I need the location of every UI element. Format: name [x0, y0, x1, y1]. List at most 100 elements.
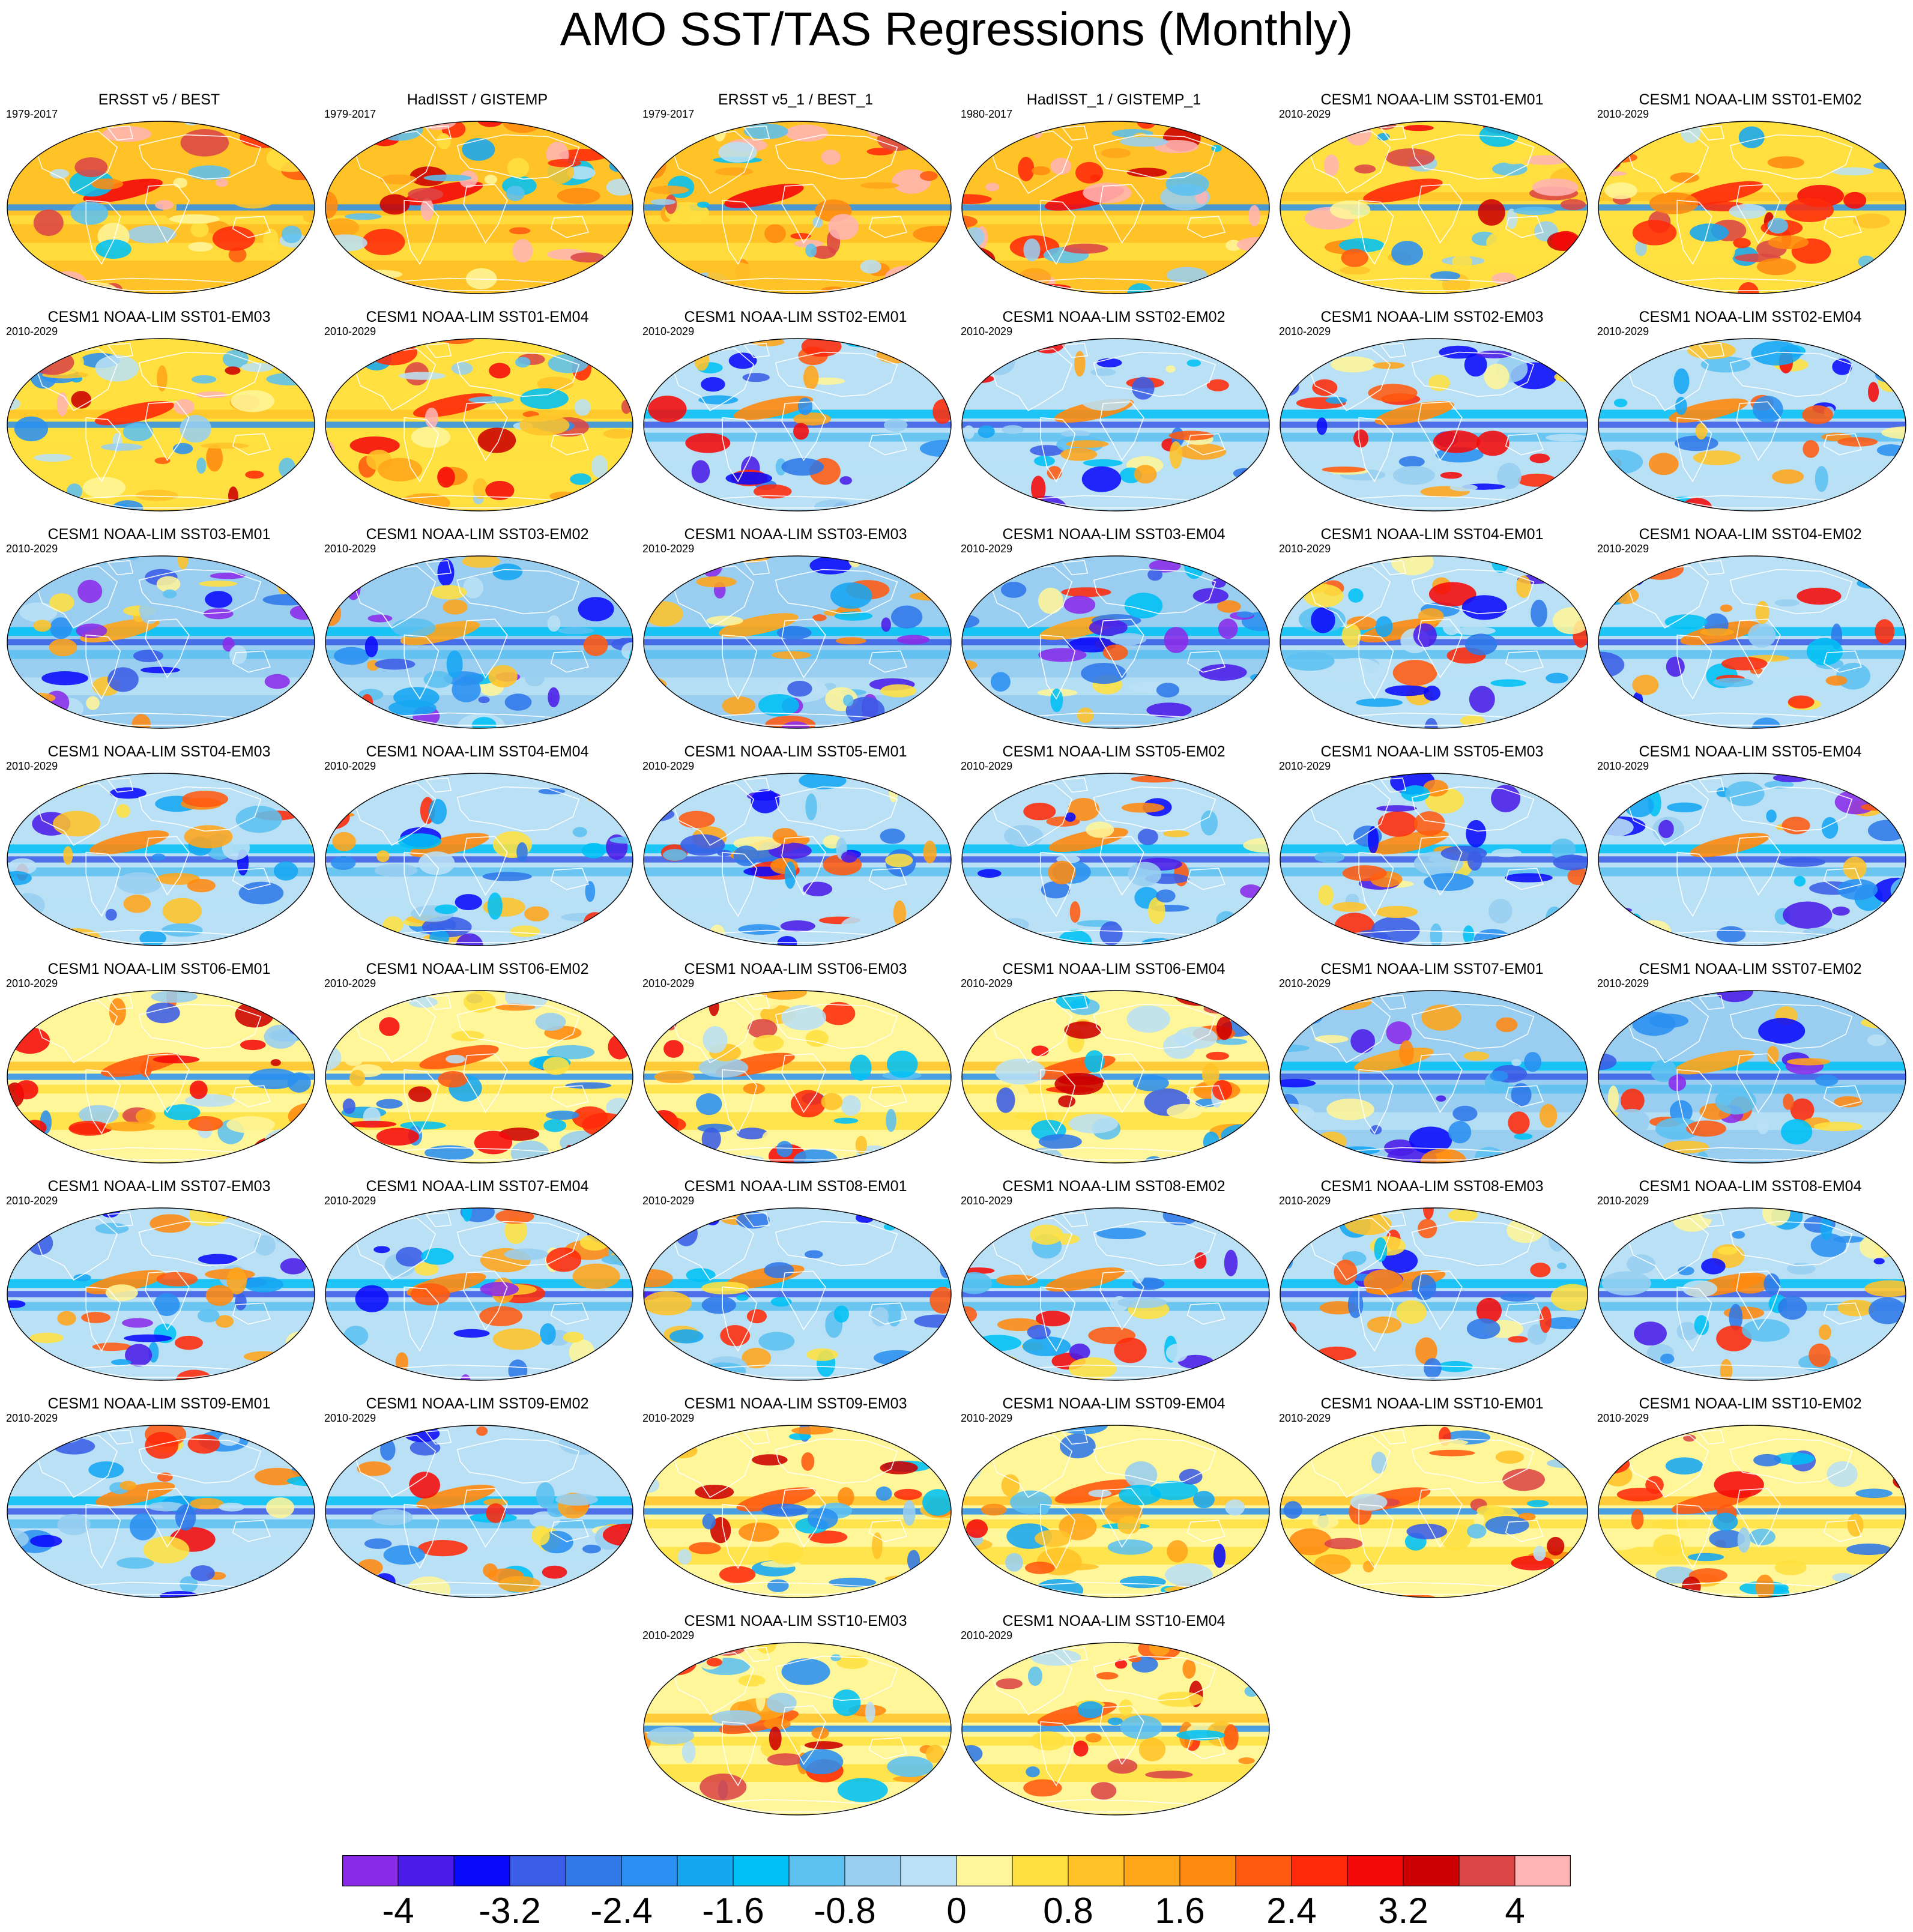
field-anomaly — [1478, 339, 1513, 343]
field-anomaly — [543, 1057, 569, 1075]
field-anomaly — [303, 211, 315, 223]
field-anomaly — [1491, 848, 1522, 857]
field-anomaly — [644, 904, 669, 922]
field-anomaly — [970, 1795, 1020, 1806]
field-anomaly — [1802, 405, 1833, 424]
field-anomaly — [1767, 156, 1804, 169]
coastline — [1062, 560, 1089, 576]
field-anomaly — [1233, 468, 1257, 479]
map-panel: ERSST v5 / BEST 1979-2017 — [0, 91, 318, 298]
map-panel: CESM1 NOAA-LIM SST01-EM04 2010-2029 — [318, 309, 636, 516]
field-anomaly — [1758, 1018, 1806, 1044]
field-anomaly — [1522, 155, 1569, 165]
field-anomaly — [1449, 484, 1478, 492]
field-anomaly — [1664, 614, 1708, 630]
field-anomaly — [1030, 445, 1065, 456]
colorbar — [342, 1855, 1571, 1886]
field-anomaly — [341, 782, 365, 790]
field-anomaly — [803, 365, 819, 390]
field-anomaly — [801, 339, 842, 357]
field-band — [1598, 1496, 1906, 1506]
panel-years: 2010-2029 — [1279, 977, 1331, 989]
field-anomaly — [1806, 638, 1843, 666]
field-anomaly — [1495, 1451, 1525, 1464]
field-band — [1598, 1291, 1906, 1297]
coastline — [1418, 1270, 1463, 1331]
field-anomaly — [1023, 495, 1068, 511]
coastline — [232, 868, 271, 890]
field-anomaly — [235, 806, 282, 833]
field-anomaly — [265, 1497, 295, 1518]
field-anomaly — [1720, 604, 1733, 612]
map-outline — [1280, 773, 1588, 946]
field-anomaly — [367, 614, 393, 623]
field-anomaly — [325, 1238, 334, 1261]
field-anomaly — [182, 790, 229, 808]
coastline — [1698, 777, 1725, 793]
field-anomaly — [1667, 802, 1702, 812]
field-band — [7, 844, 315, 854]
field-anomaly — [887, 1756, 933, 1778]
field-anomaly — [1797, 587, 1842, 605]
field-anomaly — [153, 1055, 200, 1064]
field-anomaly — [1524, 1052, 1542, 1072]
coastline — [990, 1434, 1073, 1498]
coastline — [1411, 569, 1535, 615]
field-anomaly — [455, 894, 482, 911]
field-anomaly — [7, 352, 27, 361]
field-anomaly — [736, 1294, 749, 1301]
field-anomaly — [418, 851, 455, 875]
panel-title: CESM1 NOAA-LIM SST10-EM03 — [684, 1613, 907, 1629]
field-anomaly — [1860, 803, 1890, 811]
field-anomaly — [853, 1019, 893, 1039]
field-anomaly — [1350, 1493, 1388, 1511]
field-anomaly — [512, 239, 533, 263]
map — [7, 555, 315, 729]
field-anomaly — [1547, 1458, 1586, 1469]
field-anomaly — [180, 128, 229, 157]
field-anomaly — [88, 1461, 124, 1479]
field-anomaly — [477, 121, 504, 127]
coastline — [1823, 1302, 1863, 1325]
field-anomaly — [650, 1213, 674, 1237]
field-anomaly — [1537, 991, 1586, 1000]
field-anomaly — [805, 793, 817, 821]
panel-title: CESM1 NOAA-LIM SST04-EM04 — [366, 743, 589, 760]
field-anomaly — [280, 1258, 307, 1275]
field-anomaly — [691, 460, 710, 483]
coastline — [35, 1434, 118, 1498]
field-anomaly — [1126, 1005, 1170, 1033]
field-anomaly — [272, 492, 307, 511]
field-anomaly — [940, 1258, 951, 1278]
field-anomaly — [1637, 920, 1672, 944]
field-anomaly — [1068, 637, 1116, 653]
field-anomaly — [124, 1344, 153, 1366]
field-anomaly — [379, 1017, 400, 1036]
panel-title: CESM1 NOAA-LIM SST02-EM01 — [684, 309, 907, 325]
field-anomaly — [546, 1045, 595, 1060]
field-anomaly — [437, 466, 455, 488]
field-anomaly — [974, 1335, 1022, 1351]
field-anomaly — [904, 478, 946, 501]
map-outline — [7, 773, 315, 946]
field-anomaly — [95, 1482, 175, 1506]
panel-years: 2010-2029 — [1597, 108, 1649, 120]
field-anomaly — [502, 121, 543, 133]
panel-title: CESM1 NOAA-LIM SST03-EM03 — [684, 526, 907, 543]
coastline — [1676, 1069, 1712, 1135]
field-anomaly — [1073, 1740, 1089, 1757]
field-anomaly — [1248, 205, 1260, 226]
field-anomaly — [1606, 152, 1637, 163]
field-anomaly — [1415, 1337, 1437, 1365]
field-anomaly — [411, 426, 451, 448]
field-anomaly — [1166, 267, 1208, 283]
field-anomaly — [357, 1559, 383, 1577]
field-anomaly — [154, 1293, 180, 1317]
field-anomaly — [758, 1332, 795, 1351]
field-anomaly — [548, 158, 581, 168]
field-anomaly — [1815, 1075, 1839, 1087]
field-anomaly — [196, 457, 207, 474]
field-anomaly — [216, 1315, 234, 1328]
panel-title: ERSST v5 / BEST — [98, 91, 220, 108]
field-anomaly — [1531, 599, 1547, 627]
